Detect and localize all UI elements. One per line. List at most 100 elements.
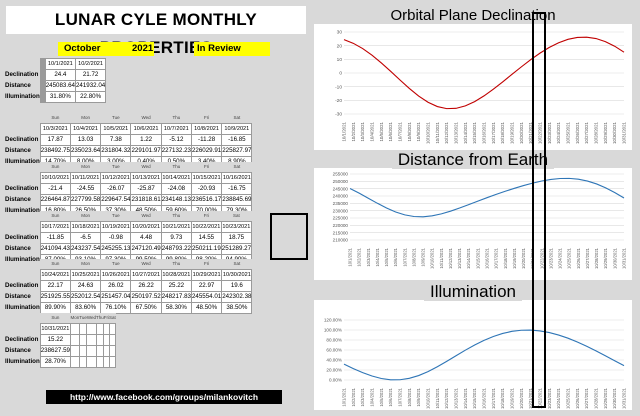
x-tick-label: 10/12/2021	[448, 247, 453, 269]
x-tick-label: 10/10/2021	[430, 247, 435, 269]
date-cell: 10/4/2021	[69, 122, 102, 135]
x-tick-label: 10/24/2021	[558, 247, 563, 269]
x-tick-label: 10/5/2021	[379, 387, 384, 406]
week-table: Sun Mon Tue Wed Thu Fri Sat 10/31/2021 Declinati…	[4, 313, 117, 368]
y-tick-label: 215000	[333, 230, 349, 235]
row-label-declination: Declination	[5, 335, 39, 343]
row-label-declination: Declination	[5, 233, 39, 241]
declination-chart-title: Orbital Plane Declination	[314, 7, 632, 24]
x-tick-label: 10/21/2021	[528, 121, 533, 144]
distance-value: 236516.17	[190, 193, 223, 206]
day-name: Sat	[221, 259, 252, 269]
distance-value: 242302.38	[221, 290, 253, 303]
distance-value: 226029.91	[190, 144, 223, 157]
distance-value	[95, 344, 105, 357]
x-tick-label: 10/27/2021	[584, 121, 589, 144]
x-tick-label: 10/19/2021	[512, 247, 517, 269]
x-tick-label: 10/25/2021	[567, 247, 572, 269]
week-table: Sun Mon Tue Wed Thu Fri Sat 10/17/2021 10/18/202…	[4, 211, 253, 266]
distance-value: 229101.97	[130, 144, 162, 157]
x-tick-label: 10/7/2021	[398, 387, 403, 406]
x-tick-label: 10/30/2021	[612, 121, 617, 144]
distance-value: 250211.19	[190, 242, 222, 255]
x-tick-label: 10/11/2021	[435, 387, 440, 408]
x-tick-label: 10/18/2021	[500, 121, 505, 144]
declination-value: -21.4	[39, 182, 71, 195]
date-cell: 10/7/2021	[160, 122, 192, 135]
x-tick-label: 10/6/2021	[388, 121, 393, 141]
y-tick-label: 60.00%	[326, 348, 342, 353]
declination-value: 14.55	[190, 231, 222, 244]
y-tick-label: 20.00%	[326, 368, 342, 373]
row-label-distance: Distance	[5, 292, 31, 300]
calendar-week: Sun Mon Tue Wed Thu Fri Sat 10/31/2021 Declinati…	[4, 313, 117, 368]
x-tick-label: 10/11/2021	[435, 121, 440, 143]
x-tick-label: 10/22/2021	[538, 387, 543, 409]
x-tick-label: 10/13/2021	[454, 387, 459, 409]
x-tick-label: 10/19/2021	[510, 121, 515, 144]
x-tick-label: 10/26/2021	[575, 121, 580, 144]
declination-value: 26.22	[130, 279, 162, 292]
month-year-banner: October 2021	[58, 42, 154, 56]
date-cell: 10/6/2021	[130, 122, 162, 135]
x-tick-label: 10/15/2021	[472, 387, 477, 409]
declination-value	[86, 333, 97, 346]
x-tick-label: 10/1/2021	[342, 387, 347, 406]
day-name: Mon	[70, 162, 101, 172]
declination-value: 4.48	[130, 231, 162, 244]
x-tick-label: 10/15/2021	[472, 121, 477, 144]
y-tick-label: -30	[335, 112, 342, 118]
row-label-distance: Distance	[5, 244, 31, 252]
x-tick-label: 10/12/2021	[444, 387, 449, 409]
distance-value: 247120.49	[130, 242, 162, 255]
y-tick-label: 30	[337, 30, 343, 36]
day-name: Sun	[40, 162, 71, 172]
distance-value: 229647.54	[100, 193, 132, 206]
distance-value	[69, 344, 80, 357]
x-tick-label: 10/14/2021	[463, 387, 468, 409]
x-tick-label: 10/7/2021	[398, 121, 403, 141]
row-label-declination: Declination	[5, 71, 39, 78]
date-cell: 10/27/2021	[130, 268, 162, 281]
review-status-badge: In Review	[194, 42, 270, 56]
declination-value: -16.75	[221, 182, 253, 195]
date-cell	[108, 322, 117, 335]
distance-value: 231804.32	[100, 144, 132, 157]
declination-value: 9.73	[160, 231, 192, 244]
distance-value	[86, 344, 97, 357]
y-tick-label: 245000	[333, 186, 349, 191]
x-tick-label: 10/23/2021	[547, 387, 552, 409]
x-tick-label: 10/13/2021	[454, 121, 459, 144]
row-label-illumination: Illumination	[5, 157, 40, 165]
week-table: 10/1/2021 10/2/2021 Declination 24.4 21.72 Di…	[4, 58, 107, 103]
illumination-value: 83.60%	[69, 301, 102, 314]
illumination-value	[95, 355, 105, 368]
declination-value: 22.97	[190, 279, 223, 292]
declination-value	[95, 333, 105, 346]
day-name: Fri	[103, 313, 110, 323]
facebook-group-link[interactable]: http://www.facebook.com/groups/milankovi…	[46, 390, 282, 404]
date-cell: 10/26/2021	[100, 268, 132, 281]
date-cell: 10/20/2021	[130, 220, 162, 233]
date-cell: 10/1/2021	[44, 58, 76, 70]
illumination-value: 67.50%	[130, 301, 162, 314]
illumination-value	[69, 355, 80, 368]
x-tick-label: 10/10/2021	[426, 121, 431, 144]
distance-value: 250197.52	[130, 290, 162, 303]
day-name: Tue	[79, 313, 87, 323]
x-tick-label: 10/4/2021	[375, 247, 380, 266]
y-tick-label: 240000	[333, 194, 349, 199]
illumination-chart: 120.00% 100.00% 80.00% 60.00% 40.00% 20.00% 0.…	[324, 318, 627, 409]
x-tick-label: 10/5/2021	[384, 247, 389, 266]
x-tick-label: 10/13/2021	[457, 247, 462, 269]
day-name: Mon	[70, 313, 80, 323]
current-day-highlight-cell	[270, 213, 308, 260]
distance-value: 241932.04	[74, 80, 107, 92]
date-cell: 10/30/2021	[221, 268, 253, 281]
declination-value: 22.17	[39, 279, 71, 292]
declination-value: 25.22	[160, 279, 192, 292]
distance-value: 252012.54	[69, 290, 102, 303]
x-tick-label: 10/3/2021	[360, 121, 365, 141]
declination-value	[78, 333, 88, 346]
